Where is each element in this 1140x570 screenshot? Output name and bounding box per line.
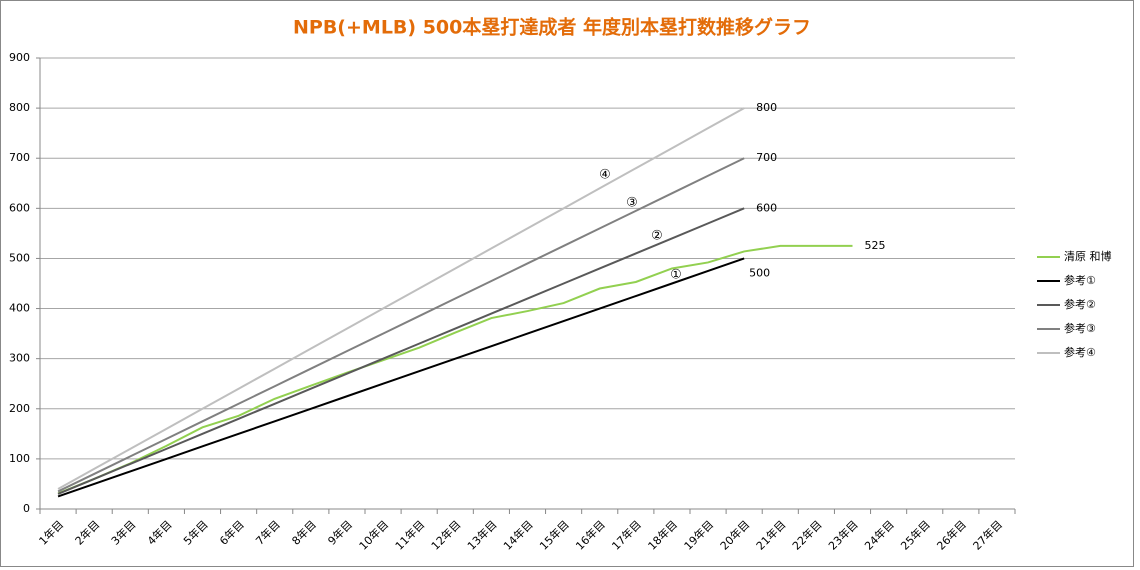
legend-label: 清原 和博: [1064, 250, 1112, 263]
y-tick-label: 900: [9, 51, 30, 64]
y-tick-label: 700: [9, 151, 30, 164]
series-line: [57, 257, 745, 498]
series-line: [57, 157, 745, 493]
annotation: ①: [670, 268, 682, 283]
y-tick-label: 800: [9, 101, 30, 114]
y-tick-label: 400: [9, 302, 30, 315]
data-label: 800: [756, 101, 777, 114]
legend-label: 参考③: [1064, 321, 1096, 335]
legend-label: 参考④: [1064, 345, 1096, 359]
y-tick-label: 100: [9, 452, 30, 465]
annotation: ②: [651, 229, 663, 244]
y-tick-label: 600: [9, 201, 30, 214]
legend-label: 参考②: [1064, 297, 1096, 311]
data-label: 500: [749, 266, 770, 279]
data-label: 700: [756, 151, 777, 164]
annotation: ③: [626, 196, 638, 211]
annotation: ④: [599, 168, 611, 183]
data-label: 525: [865, 239, 886, 252]
y-tick-label: 0: [23, 502, 30, 515]
series-line: [57, 107, 745, 490]
y-tick-label: 300: [9, 352, 30, 365]
data-label: 600: [756, 201, 777, 214]
series-line: [57, 207, 745, 495]
series-line: [57, 244, 853, 495]
chart-title: NPB(+MLB) 500本塁打達成者 年度別本塁打数推移グラフ: [293, 16, 811, 39]
y-tick-label: 200: [9, 402, 30, 415]
y-tick-label: 500: [9, 251, 30, 264]
legend-label: 参考①: [1064, 273, 1096, 287]
